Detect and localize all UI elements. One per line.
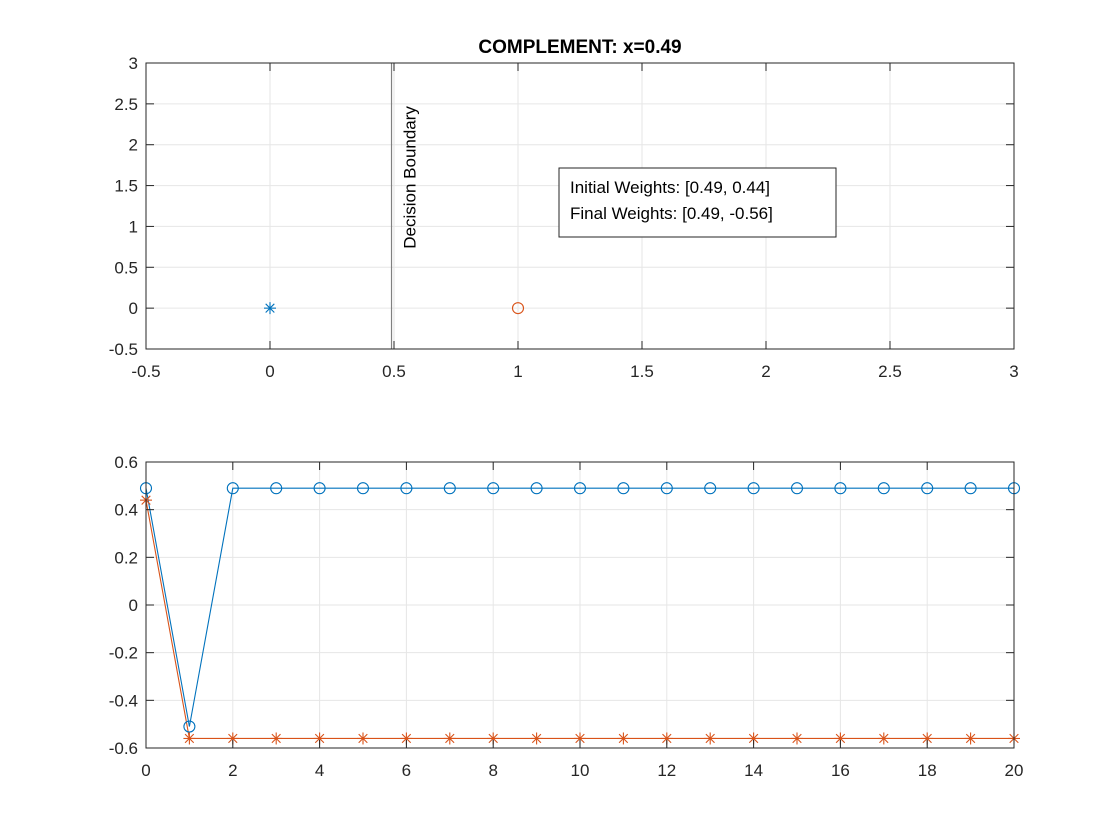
series-2-point	[530, 732, 543, 745]
series-1-point	[877, 482, 890, 495]
top-xtick-label: 1	[513, 362, 522, 381]
top-ytick-label: 2.5	[114, 95, 138, 114]
bottom-xtick-label: 14	[744, 761, 763, 780]
series-1-line	[145, 487, 1014, 727]
series-1-point	[183, 720, 196, 733]
top-xtick-label: 0	[265, 362, 274, 381]
series-1-point	[660, 482, 673, 495]
series-1-point	[443, 482, 456, 495]
bottom-axes-frame	[145, 461, 1015, 749]
series-2-point	[660, 732, 673, 745]
top-axes: Decision Boundary -0.5 0 0.5 1 1.5 2 2.5 3 -0.5 0…	[109, 37, 1019, 381]
top-ytick-label: 1	[129, 217, 138, 236]
top-ytick-label: 0.5	[114, 258, 138, 277]
bottom-ytick-label: 0.2	[114, 548, 138, 567]
bottom-ytick-label: 0.4	[114, 501, 138, 520]
top-ytick-label: 2	[129, 136, 138, 155]
series-2-point	[964, 732, 977, 745]
final-weights-text: Final Weights: [0.49, -0.56]	[570, 204, 773, 223]
bottom-axes: 0 2 4 6 8 10 12 14 16 18 20 -0.6 -0.4 -0.2 0 0.2 0.4 0.6	[109, 453, 1024, 780]
series-2-point	[617, 732, 630, 745]
bottom-xtick-label: 4	[315, 761, 324, 780]
bottom-tick-labels: 0 2 4 6 8 10 12 14 16 18 20 -0.6 -0.4 -0.2 0 0.2 0.4 0.6	[109, 453, 1024, 780]
bottom-xtick-label: 20	[1005, 761, 1024, 780]
series-1-point	[400, 482, 413, 495]
bottom-ytick-label: -0.2	[109, 644, 138, 663]
top-ytick-label: -0.5	[109, 340, 138, 359]
bottom-xtick-label: 18	[918, 761, 937, 780]
top-ytick-label: 0	[129, 299, 138, 318]
decision-boundary-label: Decision Boundary	[401, 106, 420, 249]
series-1-point	[313, 482, 326, 495]
series-1-point	[573, 482, 587, 495]
top-ytick-label: 1.5	[114, 177, 138, 196]
bottom-ytick-label: -0.6	[109, 739, 138, 758]
top-xtick-label: 0.5	[382, 362, 406, 381]
bottom-axes-border	[145, 461, 1015, 749]
series-1-point	[270, 482, 283, 495]
series-2-point	[791, 732, 803, 745]
series-2-point	[270, 732, 283, 745]
series-1-point	[704, 482, 717, 495]
series-1-point	[921, 482, 934, 495]
top-axes-border	[145, 62, 1015, 350]
series-1-point	[356, 482, 370, 495]
series-2-point	[443, 732, 456, 745]
bottom-ytick-label: 0	[129, 596, 138, 615]
bottom-xtick-label: 2	[228, 761, 237, 780]
series-2-point	[226, 732, 239, 745]
chart-title: COMPLEMENT: x=0.49	[478, 37, 681, 58]
series-2-point	[357, 732, 369, 745]
top-data-points	[264, 302, 525, 315]
top-ytick-label: 3	[129, 54, 138, 73]
series-1-point	[747, 482, 760, 495]
series-1-point	[530, 482, 543, 495]
bottom-ytick-label: 0.6	[114, 453, 138, 472]
series-1-point	[790, 482, 804, 495]
top-xtick-label: -0.5	[131, 362, 160, 381]
weights-annotation: Initial Weights: [0.49, 0.44] Final Weig…	[558, 167, 837, 238]
annotation-box	[558, 167, 837, 238]
series-2-point	[183, 732, 196, 745]
bottom-xtick-label: 10	[571, 761, 590, 780]
series-1-point	[834, 482, 847, 495]
bottom-xtick-label: 6	[402, 761, 411, 780]
bottom-ytick-label: -0.4	[109, 691, 138, 710]
bottom-xtick-label: 12	[657, 761, 676, 780]
data-point-asterisk	[264, 302, 276, 315]
top-tick-labels: -0.5 0 0.5 1 1.5 2 2.5 3 -0.5 0 0.5 1 1.5 2 2.5 3	[109, 54, 1019, 381]
series-2-point	[704, 732, 717, 745]
series-2-point	[877, 732, 890, 745]
decision-boundary: Decision Boundary	[390, 63, 420, 349]
top-xtick-label: 2	[761, 362, 770, 381]
series-1-point	[487, 482, 500, 495]
bottom-xtick-label: 8	[488, 761, 497, 780]
bottom-xtick-label: 0	[141, 761, 150, 780]
initial-weights-text: Initial Weights: [0.49, 0.44]	[570, 178, 770, 197]
series-1-point	[964, 482, 977, 495]
bottom-xtick-label: 16	[831, 761, 850, 780]
top-xtick-label: 2.5	[878, 362, 902, 381]
series-1-point	[617, 482, 630, 495]
series-1-point	[226, 482, 239, 495]
top-axes-frame	[145, 62, 1015, 350]
top-xtick-label: 3	[1009, 362, 1018, 381]
top-xtick-label: 1.5	[630, 362, 654, 381]
data-point-circle	[511, 302, 525, 315]
